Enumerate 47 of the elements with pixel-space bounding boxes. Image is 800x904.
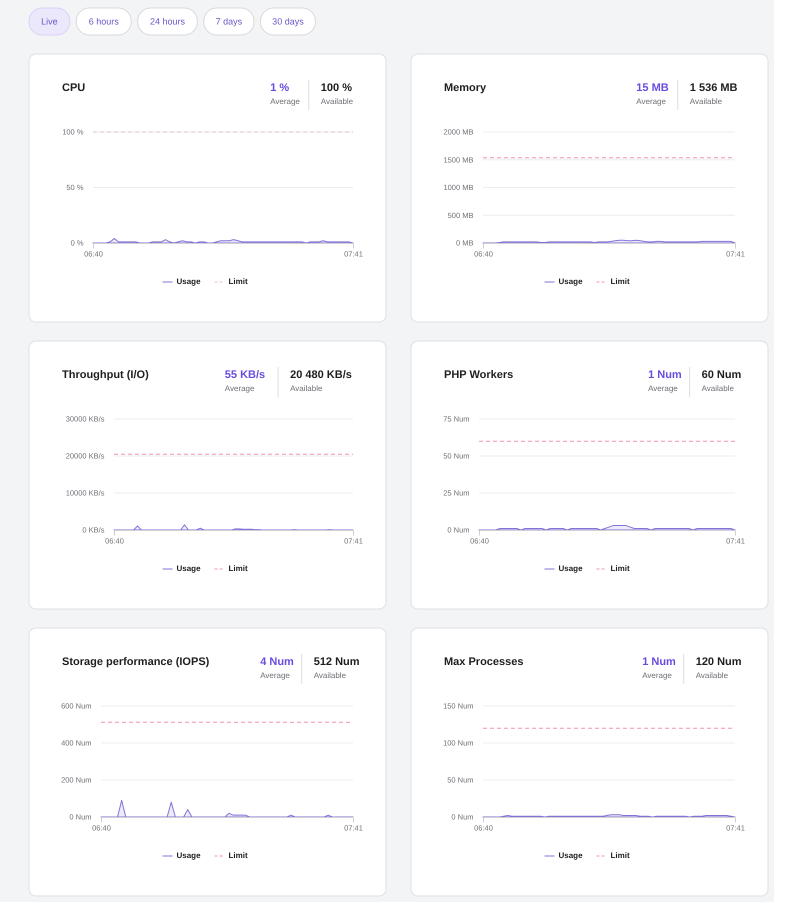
- chart-title: PHP Workers: [444, 369, 514, 381]
- text: Average: [270, 97, 300, 106]
- legend-label: Usage: [176, 277, 202, 286]
- text: 20 480 KB/s: [290, 369, 352, 381]
- text: 24 hours: [150, 16, 186, 26]
- text: Available: [314, 671, 347, 680]
- text: Average: [636, 97, 667, 106]
- text: 7 days: [216, 16, 243, 26]
- legend-label: Limit: [228, 564, 248, 573]
- text: 6 hours: [88, 16, 120, 26]
- chart-title: CPU: [62, 82, 86, 94]
- text: Average: [648, 384, 678, 393]
- text: 15 MB: [636, 82, 669, 94]
- legend-label: Usage: [558, 277, 584, 286]
- legend-label: Limit: [610, 277, 630, 286]
- text: Available: [696, 671, 729, 680]
- text: Live: [41, 16, 58, 26]
- text: 120 Num: [696, 656, 742, 668]
- text: 100 %: [320, 82, 352, 94]
- text: 4 Num: [260, 656, 294, 668]
- legend-label: Limit: [610, 564, 630, 573]
- chart-title: Memory: [444, 82, 488, 94]
- chart-title: Throughput (I/O): [62, 369, 150, 381]
- text: Average: [260, 671, 290, 680]
- text: Available: [290, 384, 323, 393]
- legend-label: Limit: [610, 851, 630, 860]
- text: 1 536 MB: [690, 82, 738, 94]
- text: Average: [224, 384, 256, 393]
- legend-label: Limit: [228, 277, 248, 286]
- legend-label: Usage: [558, 851, 584, 860]
- text: Average: [642, 671, 672, 680]
- text: 1 Num: [642, 656, 676, 668]
- legend-label: Usage: [176, 564, 202, 573]
- legend-label: Usage: [176, 851, 202, 860]
- chart-title: Max Processes: [444, 656, 524, 668]
- legend-label: Limit: [228, 851, 248, 860]
- text: 55 KB/s: [224, 369, 266, 381]
- text: 1 %: [270, 82, 290, 94]
- text: Available: [690, 97, 723, 106]
- text: 60 Num: [702, 369, 742, 381]
- text: Available: [702, 384, 734, 393]
- text: 30 days: [272, 16, 304, 26]
- text: 512 Num: [314, 656, 360, 668]
- chart-title: Storage performance (IOPS): [62, 656, 210, 668]
- legend-label: Usage: [558, 564, 584, 573]
- text: 1 Num: [648, 369, 682, 381]
- text: Available: [320, 97, 354, 106]
